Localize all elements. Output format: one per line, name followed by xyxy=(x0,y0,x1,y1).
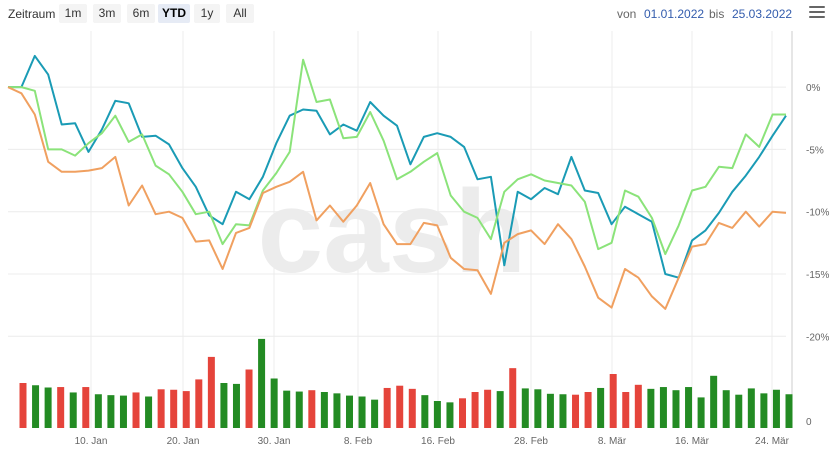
volume-bar-50 xyxy=(647,388,655,428)
volume-bar-12 xyxy=(170,389,178,428)
volume-bars xyxy=(19,338,793,428)
volume-bar-44 xyxy=(572,394,580,428)
chart-toolbar: Zeitraum 1m 3m 6m YTD 1y All von 01.01.2… xyxy=(0,0,830,28)
volume-bar-54 xyxy=(697,397,705,428)
volume-bar-34 xyxy=(446,402,454,428)
volume-bar-3 xyxy=(57,387,65,428)
volume-bar-46 xyxy=(597,387,605,428)
volume-bar-10 xyxy=(145,396,153,428)
volume-bar-29 xyxy=(383,387,391,428)
y-tick-label-3: -15% xyxy=(806,270,829,281)
volume-bar-32 xyxy=(421,395,429,428)
x-axis: 10. Jan 20. Jan 30. Jan 8. Feb 16. Feb 28. Fe… xyxy=(75,436,790,447)
x-tick-label-0: 10. Jan xyxy=(75,436,108,447)
volume-bar-25 xyxy=(333,393,341,428)
volume-bar-2 xyxy=(44,387,52,428)
volume-bar-56 xyxy=(722,390,730,428)
volume-bar-42 xyxy=(546,393,554,428)
zoom-6m-button[interactable]: 6m xyxy=(127,4,155,23)
range-to-label: bis xyxy=(709,7,725,21)
volume-bar-53 xyxy=(685,387,693,428)
volume-bar-60 xyxy=(772,389,780,428)
volume-bar-8 xyxy=(119,395,127,428)
volume-bar-39 xyxy=(509,368,517,428)
range-from-input[interactable]: 01.01.2022 xyxy=(644,7,705,21)
volume-tick-label: 0 xyxy=(806,417,812,428)
volume-bar-15 xyxy=(207,356,215,428)
volume-bar-61 xyxy=(785,394,793,428)
volume-bar-37 xyxy=(484,389,492,428)
volume-bar-23 xyxy=(308,390,316,428)
range-to-input[interactable]: 25.03.2022 xyxy=(732,7,793,21)
volume-bar-11 xyxy=(157,389,165,428)
volume-bar-5 xyxy=(82,387,90,428)
x-tick-label-4: 16. Feb xyxy=(421,436,455,447)
volume-bar-22 xyxy=(295,391,303,428)
volume-bar-48 xyxy=(622,392,630,428)
y-tick-label-2: -10% xyxy=(806,208,829,219)
x-tick-label-3: 8. Feb xyxy=(344,436,373,447)
volume-bar-4 xyxy=(69,392,77,428)
volume-bar-9 xyxy=(132,392,140,428)
zoom-3m-button[interactable]: 3m xyxy=(93,4,121,23)
volume-bar-59 xyxy=(760,393,768,428)
volume-bar-21 xyxy=(283,390,291,428)
volume-bar-27 xyxy=(358,396,366,428)
x-tick-label-6: 8. Mär xyxy=(598,436,627,447)
volume-bar-7 xyxy=(107,395,115,428)
volume-bar-26 xyxy=(345,395,353,428)
hamburger-menu-icon[interactable] xyxy=(809,6,825,20)
zoom-ytd-button[interactable]: YTD xyxy=(158,4,190,23)
green-line-series xyxy=(8,58,786,256)
volume-bar-51 xyxy=(659,387,667,428)
volume-bar-16 xyxy=(220,383,228,428)
y-tick-label-0: 0% xyxy=(806,83,821,94)
volume-bar-0 xyxy=(19,383,27,428)
volume-bar-36 xyxy=(471,392,479,428)
x-tick-label-5: 28. Feb xyxy=(514,436,548,447)
price-lines xyxy=(7,54,787,310)
volume-bar-58 xyxy=(747,388,755,428)
volume-bar-52 xyxy=(672,390,680,428)
zoom-1m-button[interactable]: 1m xyxy=(59,4,87,23)
volume-bar-19 xyxy=(258,338,266,428)
zoom-all-button[interactable]: All xyxy=(226,4,254,23)
teal-line-series xyxy=(8,54,787,279)
y-axis: 0% -5% -10% -15% -20% 0 xyxy=(806,83,829,428)
x-tick-label-8: 24. Mär xyxy=(755,436,790,447)
volume-bar-45 xyxy=(584,392,592,428)
volume-bar-49 xyxy=(634,384,642,428)
y-tick-label-4: -20% xyxy=(806,332,829,343)
volume-bar-38 xyxy=(496,391,504,428)
x-tick-label-2: 30. Jan xyxy=(258,436,291,447)
range-from-label: von xyxy=(617,7,637,21)
orange-line-series xyxy=(7,86,787,310)
volume-bar-20 xyxy=(270,378,278,428)
volume-bar-6 xyxy=(94,394,102,428)
volume-bar-33 xyxy=(433,401,441,428)
volume-bar-41 xyxy=(534,389,542,428)
zoom-1y-button[interactable]: 1y xyxy=(194,4,220,23)
grid-lines xyxy=(8,31,793,428)
volume-bar-47 xyxy=(609,374,617,428)
volume-bar-57 xyxy=(735,394,743,428)
volume-bar-30 xyxy=(396,385,404,428)
volume-bar-1 xyxy=(32,385,40,428)
volume-bar-18 xyxy=(245,369,253,428)
volume-bar-17 xyxy=(232,383,240,428)
x-tick-label-1: 20. Jan xyxy=(167,436,200,447)
volume-bar-14 xyxy=(195,379,203,428)
volume-bar-55 xyxy=(710,375,718,428)
volume-bar-35 xyxy=(459,398,467,428)
volume-bar-13 xyxy=(182,391,190,428)
volume-bar-43 xyxy=(559,394,567,428)
y-tick-label-1: -5% xyxy=(806,145,824,156)
zoom-label: Zeitraum xyxy=(8,7,56,21)
volume-bar-31 xyxy=(408,388,416,428)
volume-bar-28 xyxy=(371,399,379,428)
volume-bar-40 xyxy=(521,388,529,428)
x-tick-label-7: 16. Mär xyxy=(675,436,710,447)
volume-bar-24 xyxy=(320,392,328,428)
